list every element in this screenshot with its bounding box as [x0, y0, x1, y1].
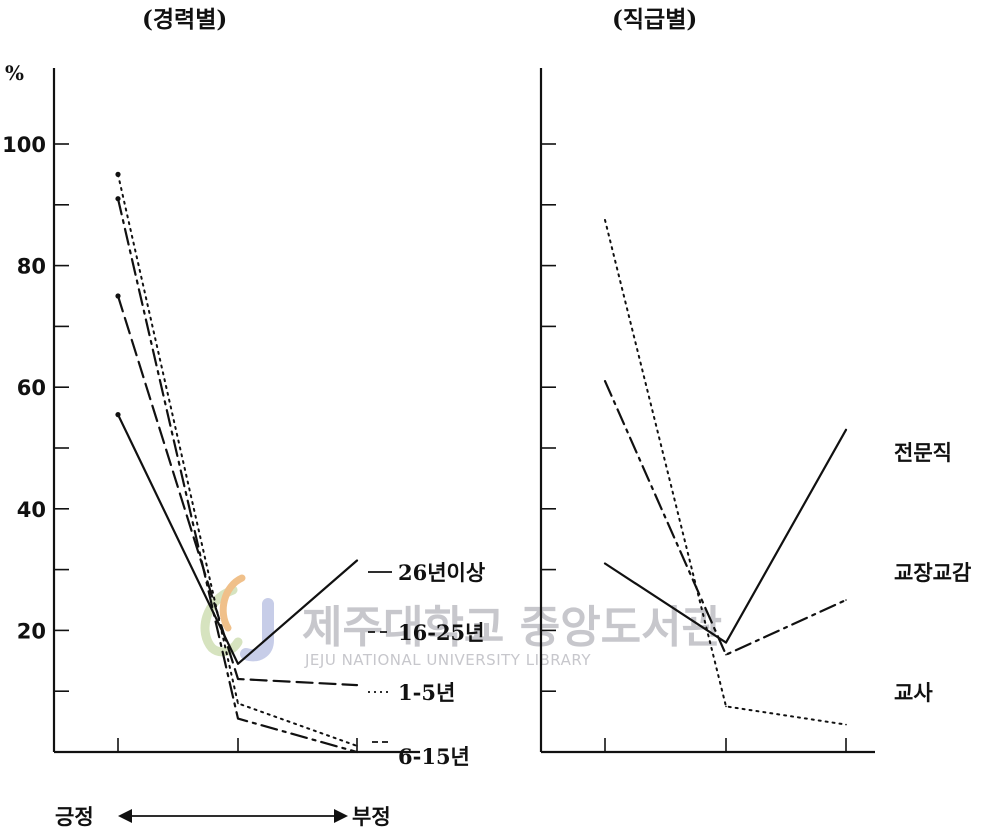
data-point-26년이상-3 [356, 559, 358, 562]
y-tick-label-60: 60 [17, 376, 46, 400]
data-point-교사-3 [845, 723, 847, 726]
legend-label-1-5년: 1-5년 [398, 680, 455, 705]
watermark-english: JEJU NATIONAL UNIVERSITY LIBRARY [304, 651, 591, 669]
y-unit-label: % [5, 61, 24, 85]
watermark: 제주대학교 중앙도서관 JEJU NATIONAL UNIVERSITY LIB… [200, 574, 722, 669]
series-line-교장교감 [603, 380, 848, 656]
data-point-6-15년-1 [115, 196, 121, 202]
axis-caption-negative: 부정 [352, 804, 391, 829]
data-point-6-15년-2 [237, 717, 239, 720]
axis-caption-positive: 긍정 [55, 804, 94, 829]
left-x-ticks [117, 738, 358, 752]
data-point-16-25년-1 [115, 293, 121, 299]
y-tick-label-40: 40 [17, 498, 46, 522]
legend-label-26년이상: 26년이상 [398, 560, 485, 585]
data-point-26년이상-1 [115, 412, 121, 418]
y-tick-label-80: 80 [17, 255, 46, 279]
data-point-전문직-2 [725, 641, 727, 644]
data-point-1-5년-2 [237, 702, 239, 705]
data-point-1-5년-3 [356, 745, 358, 747]
left-legend: 26년이상 16-25년 1-5년 6-15년 [368, 560, 485, 769]
y-tick-label-20: 20 [17, 619, 46, 643]
legend-label-16-25년: 16-25년 [398, 620, 484, 645]
right-chart-title: (직급별) [612, 6, 697, 33]
left-panel: (경력별) % 20 40 60 80 100 26년이상 16-25년 1-5년 6-15년… [2, 6, 485, 829]
left-y-ticks: 20 40 60 80 100 [2, 133, 69, 693]
legend-label-교장교감: 교장교감 [894, 560, 971, 585]
legend-label-교사: 교사 [894, 680, 933, 705]
series-line-교사 [604, 219, 847, 726]
data-point-전문직-3 [845, 429, 847, 431]
left-chart-title: (경력별) [142, 6, 227, 33]
y-tick-label-100: 100 [2, 133, 46, 157]
data-point-교장교감-1 [604, 380, 606, 382]
data-point-16-25년-3 [356, 684, 358, 686]
data-point-교장교감-3 [845, 599, 847, 601]
right-x-ticks [604, 738, 847, 752]
data-point-1-5년-1 [115, 171, 121, 177]
right-series-group [603, 219, 848, 726]
left-series-group [115, 171, 359, 754]
data-point-6-15년-3 [356, 751, 358, 753]
watermark-korean: 제주대학교 중앙도서관 [302, 602, 722, 653]
data-point-교장교감-2 [725, 653, 727, 656]
data-point-16-25년-2 [237, 678, 239, 680]
legend-label-6-15년: 6-15년 [398, 744, 470, 769]
double-arrow [118, 809, 348, 823]
data-point-교사-2 [725, 705, 727, 708]
right-y-ticks [541, 143, 556, 693]
data-point-전문직-1 [604, 562, 606, 565]
data-point-26년이상-2 [237, 663, 239, 665]
series-line-6-15년 [116, 197, 359, 754]
data-point-교사-1 [604, 219, 606, 221]
legend-label-전문직: 전문직 [894, 440, 952, 465]
